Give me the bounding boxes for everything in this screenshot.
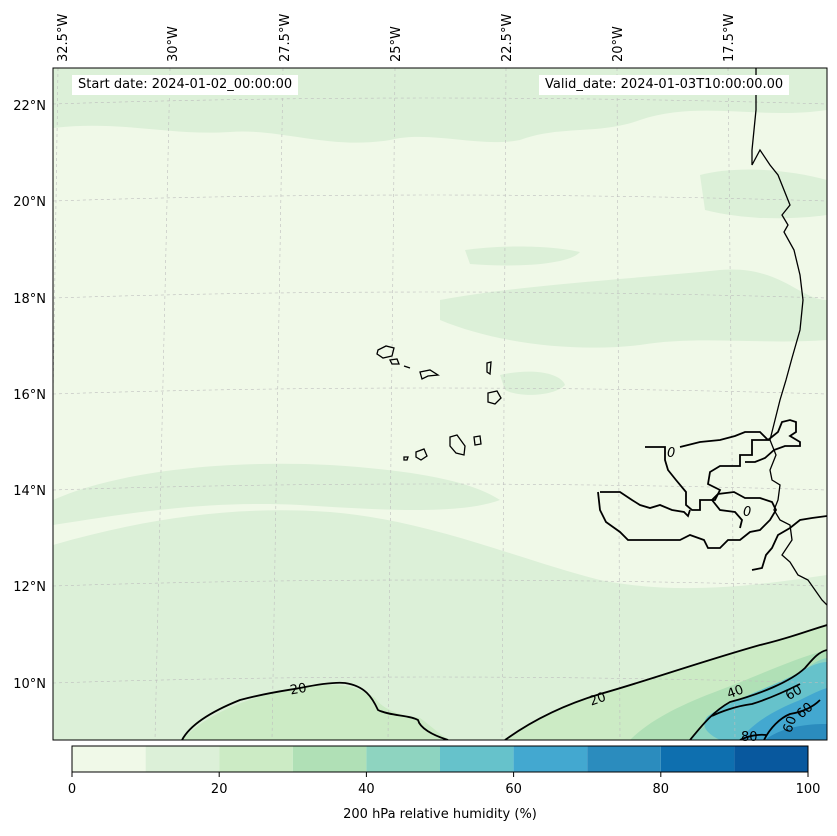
longitude-label: 20°W [611, 26, 626, 62]
humidity-band-10-20-patch [465, 246, 580, 266]
colorbar-segment [292, 746, 367, 772]
graticule [53, 68, 827, 740]
colorbar-segment [587, 746, 661, 772]
latitude-label: 16°N [13, 388, 46, 403]
latitude-label: 22°N [13, 99, 46, 114]
latitude-label: 18°N [13, 292, 46, 307]
contour-label: 20 [587, 690, 608, 710]
colorbar-segment [145, 746, 220, 772]
contour-label: 0 [667, 446, 675, 461]
island-sao-vicente [389, 358, 400, 365]
contour-0-e [745, 419, 801, 463]
colorbar-segment [660, 746, 735, 772]
colorbar: 0 20 40 60 80 100 [68, 745, 821, 797]
colorbar-segment [440, 746, 514, 772]
longitude-label: 17.5°W [722, 14, 737, 62]
contour-label: 80 [741, 730, 758, 745]
contour-0-b [600, 491, 691, 518]
island-sao-nicolau [419, 369, 440, 380]
contour-60 [711, 683, 801, 717]
contour-0-c [597, 491, 778, 549]
latitude-labels: 22°N 20°N 18°N 16°N 14°N 12°N 10°N [13, 99, 46, 692]
colorbar-tick-label: 20 [211, 782, 228, 797]
colorbar-tick-label: 80 [653, 782, 670, 797]
contour-label: 0 [743, 505, 751, 520]
humidity-band-10-20 [53, 510, 827, 740]
african-coastline [751, 68, 827, 606]
humidity-band-20-30 [182, 684, 450, 740]
longitude-label: 25°W [389, 26, 404, 62]
contour-label: 60 [781, 714, 801, 735]
contour-0-d [751, 515, 827, 571]
longitude-label: 22.5°W [500, 14, 515, 62]
colorbar-tick-label: 60 [505, 782, 522, 797]
humidity-band-10-20-patch [500, 371, 565, 395]
latitude-label: 20°N [13, 195, 46, 210]
contour-20-west [181, 681, 449, 740]
contour-20-east [504, 624, 827, 740]
longitude-label: 30°W [166, 26, 181, 62]
colorbar-tick-label: 0 [68, 782, 76, 797]
contour-80 [739, 733, 767, 740]
longitude-labels: 32.5°W 30°W 27.5°W 25°W 22.5°W 20°W 17.5… [56, 14, 737, 62]
island-boa-vista [487, 390, 502, 405]
contour-40 [689, 649, 827, 740]
latitude-label: 14°N [13, 484, 46, 499]
island-maio [473, 435, 482, 446]
colorbar-frame [71, 745, 809, 773]
latitude-label: 10°N [13, 677, 46, 692]
coastlines [376, 68, 827, 606]
colorbar-segment [219, 746, 293, 772]
colorbar-segment [513, 746, 588, 772]
colorbar-tick-label: 40 [358, 782, 375, 797]
longitude-label: 32.5°W [56, 14, 71, 62]
latitude-label: 12°N [13, 580, 46, 595]
colorbar-segment [734, 746, 808, 772]
humidity-band-10-20-patch [700, 169, 827, 219]
island-sal [486, 361, 492, 376]
colorbar-tick-label: 100 [796, 782, 821, 797]
contour-60-inner [763, 699, 821, 740]
humidity-band-70-80 [765, 724, 827, 740]
colorbar-segment [366, 746, 440, 772]
colorbar-title: 200 hPa relative humidity (%) [343, 807, 537, 822]
contour-label: 60 [783, 683, 805, 704]
island-santo-antao [376, 345, 395, 359]
contour-labels: 20 20 0 0 40 60 60 60 80 [289, 446, 816, 745]
island-fogo [415, 448, 428, 461]
island-brava [403, 456, 409, 461]
humidity-band-10-20-patch [53, 463, 500, 525]
contour-0-a [645, 431, 771, 511]
valid-date-label: Valid_date: 2024-01-03T10:00:00.00 [539, 75, 790, 95]
longitude-label: 27.5°W [278, 14, 293, 62]
island-santiago [449, 434, 466, 456]
start-date-label: Start date: 2024-01-02_00:00:00 [72, 75, 299, 95]
island-santa-luzia [403, 365, 411, 369]
map-frame [52, 67, 828, 741]
contour-label: 40 [725, 682, 746, 702]
humidity-band-10-20-patch [440, 269, 827, 348]
colorbar-segment [72, 746, 146, 772]
contour-label: 20 [289, 681, 308, 699]
contour-lines [181, 419, 827, 740]
